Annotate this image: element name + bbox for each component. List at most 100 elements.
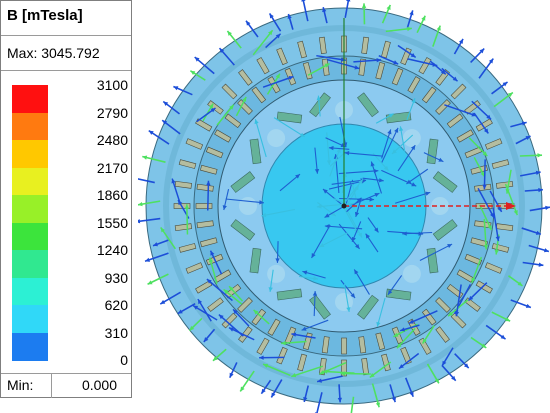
flux-vector-head (507, 92, 513, 97)
flux-vector-head (410, 53, 416, 58)
flux-vector-head (400, 327, 406, 332)
flux-vector-head (337, 397, 343, 403)
flux-vector (365, 233, 379, 253)
stator-slot (195, 203, 213, 209)
flux-vector-head (494, 249, 499, 255)
flux-vector-head (288, 75, 294, 81)
flux-vector (261, 208, 296, 218)
stator-slot (470, 164, 488, 175)
stator-slot (251, 308, 267, 326)
flux-vector (152, 239, 169, 247)
flux-vector (337, 384, 343, 403)
flux-vector-head (324, 63, 330, 68)
stator-slot (375, 332, 386, 350)
flux-vector (376, 297, 386, 327)
flux-vector (232, 308, 250, 327)
flux-vector-head (210, 107, 216, 113)
flux-vector-head (229, 286, 234, 292)
flux-vector-head (495, 236, 500, 242)
flux-vector (529, 205, 550, 212)
flux-vector-head (322, 7, 327, 13)
flux-vector-head (153, 242, 159, 247)
flux-vector-head (190, 70, 196, 76)
flux-vector-head (171, 178, 176, 184)
stator-slot (185, 262, 204, 274)
flux-vector (353, 58, 382, 63)
flux-vector-head (253, 309, 259, 315)
flux-vector-head (194, 57, 200, 62)
flux-vector-shaft (316, 392, 323, 413)
flux-vector-shaft (408, 310, 438, 325)
flux-vector-head (222, 205, 227, 211)
flux-vector-head (319, 370, 325, 375)
flux-vector-head (219, 48, 225, 53)
color-swatch (12, 250, 48, 278)
flux-vector (160, 227, 177, 250)
flux-vector-shaft (397, 144, 416, 172)
flux-vector-head (229, 104, 234, 110)
flux-vector (471, 256, 483, 284)
flux-vector-head (242, 96, 247, 102)
flux-vector-shaft (186, 204, 189, 235)
flux-vector (280, 340, 307, 346)
flux-vector (260, 379, 272, 395)
flux-vector (432, 25, 441, 47)
flux-vector-head (346, 307, 351, 312)
flux-vector-head (418, 231, 424, 236)
flux-vector-shaft (504, 183, 519, 216)
stator-slot (318, 36, 327, 54)
stator-slot (421, 86, 437, 104)
flux-vector (381, 169, 417, 187)
color-swatch (12, 140, 48, 168)
legend-tick-label: 3100 (96, 77, 128, 93)
flux-vector-shaft (391, 134, 414, 155)
flux-vector-head (410, 145, 416, 151)
flux-vector-head (336, 147, 341, 153)
flux-vector-field (138, 0, 550, 413)
flux-vector-shaft (353, 269, 370, 295)
legend-tick-label: 1860 (96, 187, 128, 203)
flux-vector (188, 317, 203, 332)
flux-vector (144, 252, 169, 263)
flux-vector (273, 117, 306, 138)
flux-vector (453, 38, 464, 55)
stator-slot (435, 99, 451, 115)
flux-vector (398, 352, 420, 370)
rotor-hole (267, 129, 286, 148)
flux-vector-shaft (478, 204, 493, 231)
flux-vector (454, 353, 470, 369)
stator-slot (341, 337, 347, 355)
flux-vector (216, 104, 235, 126)
flux-vector-head (370, 161, 375, 167)
stator-slot (400, 346, 412, 365)
rotor-magnet-pocket (426, 247, 439, 274)
stator-slot (375, 62, 386, 80)
flux-vector-head (436, 25, 441, 31)
rotor-hole (402, 129, 421, 148)
flux-vector-head (354, 65, 360, 70)
flux-vector (275, 241, 280, 263)
flux-vector-head (376, 58, 382, 63)
flux-vector-shaft (138, 178, 155, 184)
flux-vector (339, 197, 375, 202)
flux-vector-head (545, 205, 550, 211)
flux-vector (218, 47, 235, 66)
flux-vector (322, 7, 328, 24)
flux-vector (441, 364, 457, 382)
flux-vector-head (317, 378, 322, 383)
flux-vector-head (438, 157, 444, 162)
flux-vector-head (261, 388, 266, 394)
flux-vector-head (254, 119, 259, 125)
stator-slot (361, 36, 370, 54)
flux-vector (338, 223, 360, 250)
flux-vector-head (206, 279, 212, 284)
field-legend: B [mTesla] Max: 3045.792 3100 2790 2480 217… (0, 0, 132, 398)
flux-vector (344, 150, 384, 157)
flux-vector-shaft (381, 169, 417, 187)
legend-tick-label: 2170 (96, 159, 128, 176)
flux-vector (478, 58, 494, 79)
flux-vector-head (184, 204, 190, 209)
flux-vector (369, 361, 392, 379)
flux-vector (473, 112, 489, 134)
stator-slot (450, 83, 467, 100)
